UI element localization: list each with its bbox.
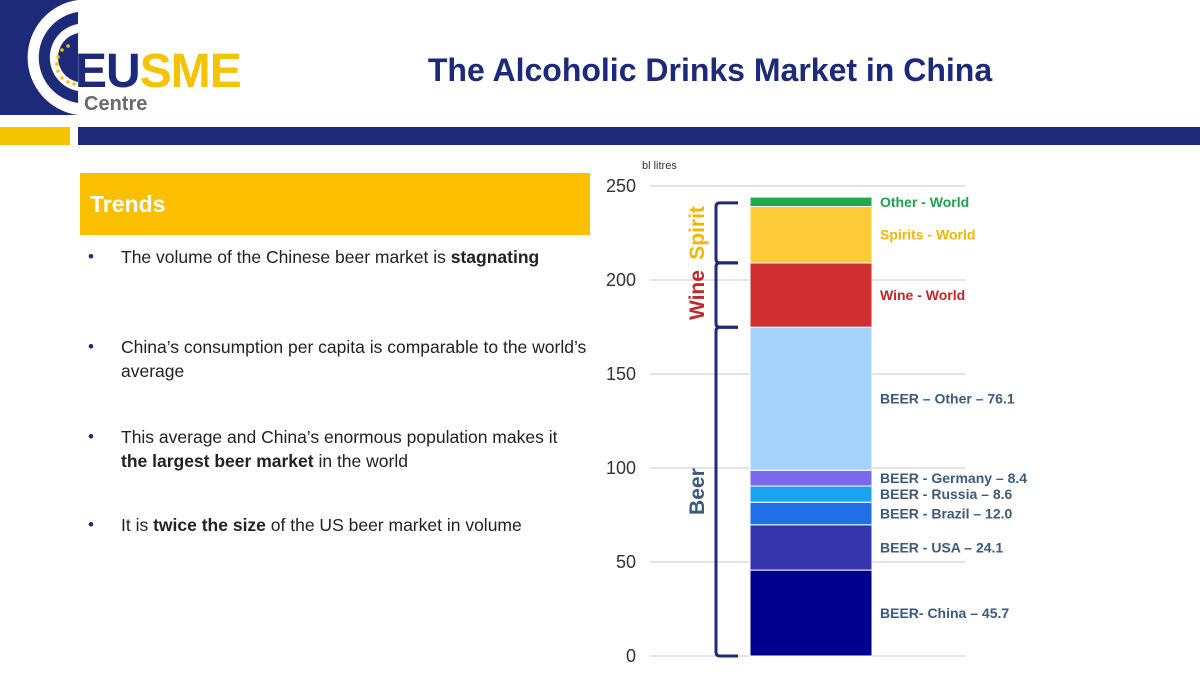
trends-heading: Trends — [90, 191, 166, 217]
beer-segment-label: BEER - Germany – 8.4 — [880, 470, 1027, 486]
header-bar — [78, 127, 1200, 145]
y-tick-label: 150 — [606, 364, 636, 384]
logo-sme: SME — [139, 45, 242, 98]
bullet-dot-icon: • — [88, 247, 94, 266]
y-tick-label: 200 — [606, 270, 636, 290]
bullet-item: • The volume of the Chinese beer market … — [88, 245, 539, 269]
beer-segment-label: BEER - USA – 24.1 — [880, 539, 1003, 555]
bullet-text: It is — [121, 515, 154, 535]
bullet-item: • China’s consumption per capita is comp… — [88, 335, 588, 383]
bracket-label-beer: Beer — [686, 468, 709, 515]
segment-label: Spirits - World — [880, 227, 975, 243]
bar-segment — [749, 196, 873, 207]
bullet-text: in the world — [313, 451, 408, 471]
y-unit-label: bl litres — [642, 160, 677, 172]
y-tick-label: 0 — [626, 646, 636, 666]
segment-label: Other - World — [880, 194, 969, 210]
bar-segment — [749, 524, 873, 571]
bracket-spirit — [714, 201, 738, 265]
bracket-label-wine: Wine — [686, 270, 709, 320]
bar-segment — [749, 469, 873, 487]
beer-segment-label: BEER- China – 45.7 — [880, 605, 1009, 621]
bullet-emphasis: the largest beer market — [121, 451, 314, 471]
bar-segment — [749, 326, 873, 471]
chart-svg: bl litres 0 50 100 150 200 250 BEER- China – 45… — [606, 160, 1027, 666]
bullet-emphasis: twice the size — [153, 515, 266, 535]
bracket-label-spirit: Spirit — [686, 206, 709, 260]
beer-segment-label: BEER - Russia – 8.6 — [880, 486, 1012, 502]
bullet-dot-icon: • — [88, 427, 94, 446]
page-title: The Alcoholic Drinks Market in China — [427, 52, 993, 88]
logo-centre: Centre — [84, 93, 148, 115]
beer-segment-label: BEER – Other – 76.1 — [880, 391, 1015, 407]
logo-eu: EU — [75, 45, 141, 98]
bar-segment — [749, 501, 873, 526]
bullet-emphasis: stagnating — [450, 247, 540, 267]
bullet-text: The volume of the Chinese beer market is — [121, 247, 451, 267]
stacked-bar-chart: bl litres 0 50 100 150 200 250 BEER- China – 45… — [580, 155, 1200, 675]
bullet-dot-icon: • — [88, 515, 94, 534]
bracket-wine — [714, 261, 738, 329]
bar-segment — [749, 569, 873, 657]
beer-segment-label: BEER - Brazil – 12.0 — [880, 505, 1012, 521]
bullet-text: China’s consumption per capita is compar… — [121, 337, 587, 381]
y-tick-label: 50 — [616, 552, 636, 572]
header-accent-strip — [0, 127, 70, 145]
y-tick-label: 250 — [606, 176, 636, 196]
bar-segment — [749, 262, 873, 328]
bar-segment — [749, 205, 873, 264]
eusme-logo-graphic — [0, 0, 78, 115]
bullet-item: • This average and China’s enormous popu… — [88, 425, 588, 473]
y-tick-label: 100 — [606, 458, 636, 478]
bracket-beer — [714, 325, 738, 658]
bullet-dot-icon: • — [88, 337, 94, 356]
logo-wordmark: EUSME — [75, 45, 242, 98]
trends-header-box: Trends — [80, 173, 590, 235]
bullet-item: • It is twice the size of the US beer ma… — [88, 513, 522, 537]
bullet-text: This average and China’s enormous popula… — [121, 427, 558, 447]
bar-segment — [749, 485, 873, 503]
eusme-logo: EUSME Centre — [0, 0, 242, 150]
segment-label: Wine - World — [880, 287, 965, 303]
bullet-text: of the US beer market in volume — [265, 515, 522, 535]
